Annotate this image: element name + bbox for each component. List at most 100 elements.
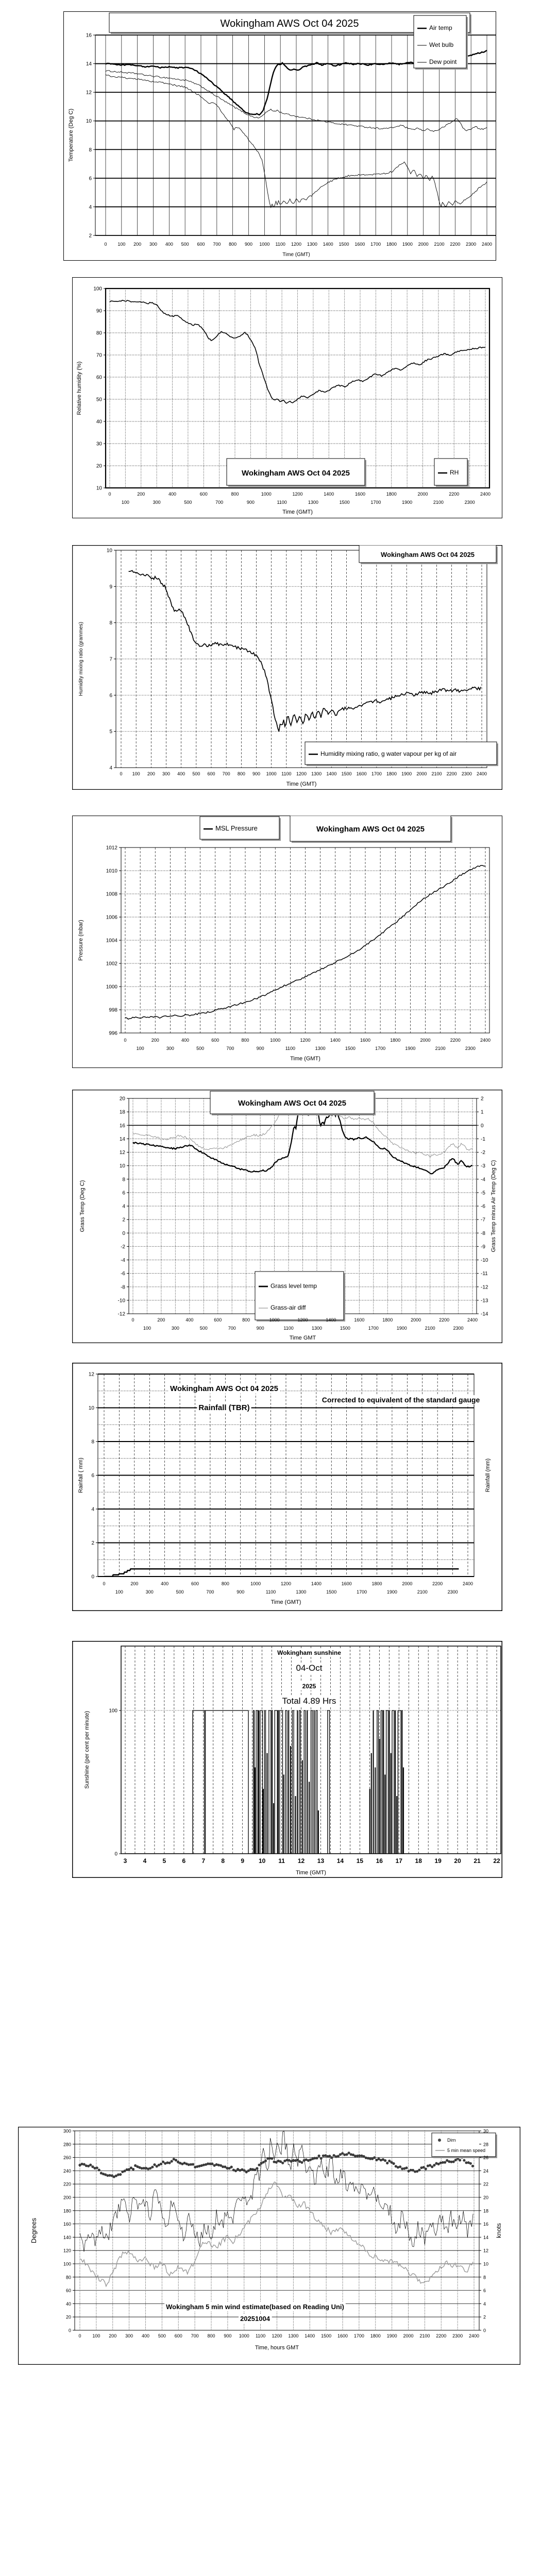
- y-tick-label: 280: [63, 2142, 71, 2147]
- x-tick-label: 1400: [305, 2333, 315, 2338]
- wind-direction-dot: [138, 2166, 141, 2169]
- wind-direction-dot: [258, 2163, 261, 2166]
- wind-direction-dot: [140, 2167, 143, 2170]
- x-tick-label: 500: [176, 1589, 184, 1595]
- wind-direction-dot: [452, 2160, 455, 2163]
- chart-title: Wokingham 5 min wind estimate(based on R…: [166, 2303, 344, 2311]
- title-bg: [294, 1663, 324, 1673]
- wind-direction-dot: [264, 2159, 267, 2162]
- x-tick-label: 15: [357, 1857, 364, 1865]
- wind-direction-dot: [224, 2165, 227, 2168]
- y-tick-label: 8: [91, 1439, 94, 1445]
- wind-direction-dot: [196, 2165, 199, 2168]
- plot-border: [105, 287, 491, 489]
- wind-direction-dot: [332, 2154, 335, 2157]
- x-tick-label: 700: [206, 1589, 214, 1595]
- x-tick-label: 1000: [269, 1317, 280, 1323]
- y-tick-label: -9: [481, 1244, 485, 1250]
- wind-direction-dot: [215, 2163, 218, 2166]
- wind-direction-dot: [298, 2160, 301, 2163]
- x-tick-label: 1500: [345, 1046, 356, 1051]
- wind-direction-dot: [336, 2155, 340, 2158]
- x-tick-label: 1100: [275, 242, 285, 247]
- y-tick-label: 4: [109, 766, 112, 771]
- wind-direction-dot: [322, 2154, 325, 2157]
- wind-direction-dot: [302, 2159, 306, 2162]
- wind-direction-dot: [422, 2166, 425, 2169]
- series-group: [104, 1568, 459, 1577]
- x-tick-label: 2400: [477, 771, 487, 776]
- y-tick-label: 998: [109, 1008, 117, 1013]
- chart-air-temperature: Wokingham AWS Oct 04 2025 Air temp Wet bul…: [63, 11, 496, 261]
- y-tick-label: 2: [122, 1217, 125, 1223]
- x-tick-label: 1800: [382, 1317, 393, 1323]
- x-tick-label: 300: [166, 1046, 174, 1051]
- y-tick-label: 26: [483, 2155, 488, 2160]
- chart-outer-border: [72, 816, 502, 1068]
- wind-direction-dot: [317, 2154, 320, 2158]
- x-tick-label: 700: [226, 1046, 234, 1051]
- chart-wind: Dirn 5 min mean speed Wokingham 5 min wind…: [18, 2127, 520, 2365]
- y-tick-label: 14: [483, 2235, 488, 2240]
- wind-direction-dot: [256, 2167, 259, 2170]
- x-tick-label: 1800: [386, 771, 397, 776]
- wind-direction-dot: [177, 2160, 180, 2163]
- wind-direction-dot: [202, 2163, 205, 2166]
- x-tick-label: 1700: [375, 1046, 385, 1051]
- box-frame: [434, 458, 468, 486]
- wind-direction-dot: [294, 2159, 297, 2162]
- wind-direction-dot: [471, 2164, 475, 2167]
- wind-direction-dot: [209, 2162, 212, 2165]
- x-tick-label: 2300: [466, 242, 476, 247]
- y-axis-title: Rainfall ( mm): [78, 1458, 84, 1493]
- wind-direction-dot: [192, 2163, 195, 2166]
- x-tick-label: 1900: [402, 242, 413, 247]
- wind-direction-dot: [399, 2165, 402, 2168]
- y-tick-label: 16: [120, 1123, 126, 1129]
- y-axis-title: Grass Temp (Deg C): [79, 1180, 86, 1232]
- wind-direction-dot: [239, 2169, 242, 2172]
- wind-direction-dot: [241, 2168, 244, 2171]
- y-tick-label: 0: [483, 2328, 486, 2333]
- wind-direction-dot: [268, 2157, 272, 2160]
- x-tick-label: 1200: [292, 492, 302, 497]
- x-tick-label: 1400: [323, 242, 333, 247]
- wind-direction-dot: [351, 2154, 355, 2157]
- wind-direction-dot: [414, 2170, 417, 2173]
- y-tick-label: 0: [481, 1123, 484, 1129]
- y-tick-label: 160: [63, 2222, 71, 2227]
- title-bg: [320, 1395, 482, 1404]
- x-tick-label: 500: [196, 1046, 204, 1051]
- wind-direction-dot: [189, 2163, 193, 2166]
- x-tick-label: 0: [120, 771, 122, 776]
- chart-humidity-mixing-ratio-svg: Wokingham AWS Oct 04 2025 Humidity mixing…: [72, 545, 502, 790]
- x-tick-label: 800: [231, 492, 239, 497]
- x-tick-label: 2100: [417, 1589, 428, 1595]
- y-tick-label: 14: [120, 1137, 126, 1142]
- x-tick-label: 1500: [340, 1326, 350, 1331]
- wind-direction-dot: [179, 2162, 182, 2165]
- wind-direction-dot: [183, 2161, 186, 2165]
- x-tick-label: 2400: [480, 1038, 491, 1043]
- wind-direction-dot: [99, 2172, 103, 2175]
- y-tick-label: 2: [91, 1540, 94, 1546]
- wind-direction-dot: [78, 2163, 81, 2167]
- y-tick-label: 12: [86, 90, 92, 96]
- y-tick-label: -14: [481, 1312, 488, 1317]
- legend-label: RH: [450, 469, 459, 476]
- wind-direction-dot: [305, 2158, 308, 2161]
- wind-direction-dot: [429, 2164, 432, 2167]
- data-line: [125, 865, 485, 1020]
- y-axis-title: Degrees: [30, 2217, 38, 2243]
- x-axis-title: Time (GMT): [282, 509, 313, 515]
- x-tick-label: 1300: [311, 771, 322, 776]
- y-tick-label: 180: [63, 2208, 71, 2213]
- wind-direction-dot: [172, 2158, 175, 2161]
- y-tick-label: -10: [481, 1258, 488, 1263]
- x-tick-label: 1500: [341, 771, 351, 776]
- x-tick-label: 100: [117, 242, 125, 247]
- chart-title: Wokingham AWS Oct 04 2025: [220, 18, 359, 29]
- wind-direction-dot: [386, 2161, 389, 2165]
- wind-direction-dot: [396, 2166, 400, 2169]
- y-tick-label: 220: [63, 2182, 71, 2187]
